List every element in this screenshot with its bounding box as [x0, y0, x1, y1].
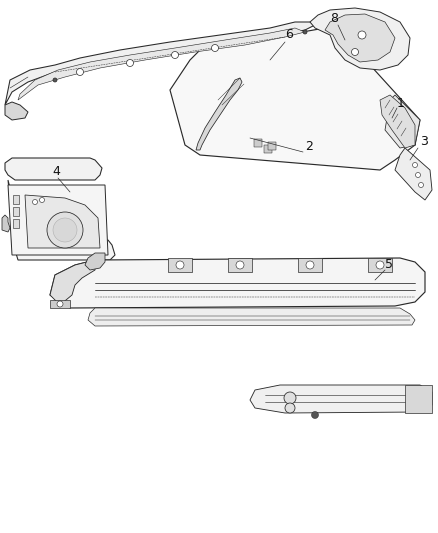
Text: 2: 2 — [305, 140, 313, 153]
Polygon shape — [298, 258, 322, 272]
Polygon shape — [50, 260, 95, 305]
Polygon shape — [395, 148, 432, 200]
Polygon shape — [228, 258, 252, 272]
Text: 5: 5 — [385, 258, 393, 271]
Polygon shape — [368, 258, 392, 272]
Circle shape — [39, 198, 45, 203]
Polygon shape — [264, 145, 272, 153]
Circle shape — [418, 182, 424, 188]
Polygon shape — [380, 95, 415, 148]
Circle shape — [285, 403, 295, 413]
Polygon shape — [325, 14, 395, 62]
Circle shape — [236, 261, 244, 269]
Circle shape — [306, 261, 314, 269]
Text: 4: 4 — [52, 165, 60, 178]
Polygon shape — [385, 95, 420, 148]
Polygon shape — [85, 253, 105, 270]
Polygon shape — [170, 28, 420, 170]
Polygon shape — [8, 180, 115, 260]
Polygon shape — [5, 22, 315, 105]
Circle shape — [127, 60, 134, 67]
Text: 1: 1 — [397, 97, 405, 110]
Circle shape — [53, 218, 77, 242]
Circle shape — [47, 212, 83, 248]
Polygon shape — [50, 300, 70, 308]
Polygon shape — [88, 308, 415, 326]
Polygon shape — [405, 385, 432, 413]
Polygon shape — [250, 385, 432, 413]
Bar — [13, 195, 19, 204]
Polygon shape — [254, 139, 262, 147]
Polygon shape — [25, 195, 100, 248]
Polygon shape — [310, 8, 410, 70]
Circle shape — [284, 392, 296, 404]
Circle shape — [413, 163, 417, 167]
Circle shape — [416, 173, 420, 177]
Circle shape — [358, 31, 366, 39]
Bar — [13, 207, 19, 216]
Polygon shape — [18, 28, 305, 100]
Circle shape — [57, 301, 63, 307]
Circle shape — [303, 30, 307, 34]
Polygon shape — [8, 185, 108, 255]
Circle shape — [176, 261, 184, 269]
Polygon shape — [196, 78, 242, 150]
Text: 3: 3 — [420, 135, 428, 148]
Circle shape — [53, 78, 57, 82]
Polygon shape — [50, 258, 425, 308]
Circle shape — [212, 44, 219, 52]
Circle shape — [172, 52, 179, 59]
Circle shape — [77, 69, 84, 76]
Circle shape — [352, 49, 358, 55]
Polygon shape — [5, 158, 102, 180]
Bar — [13, 219, 19, 228]
Polygon shape — [268, 142, 276, 150]
Polygon shape — [5, 102, 28, 120]
Circle shape — [32, 199, 38, 205]
Text: 8: 8 — [330, 12, 338, 25]
Polygon shape — [168, 258, 192, 272]
Circle shape — [376, 261, 384, 269]
Circle shape — [311, 411, 318, 418]
Polygon shape — [2, 215, 10, 232]
Text: 6: 6 — [285, 28, 293, 41]
